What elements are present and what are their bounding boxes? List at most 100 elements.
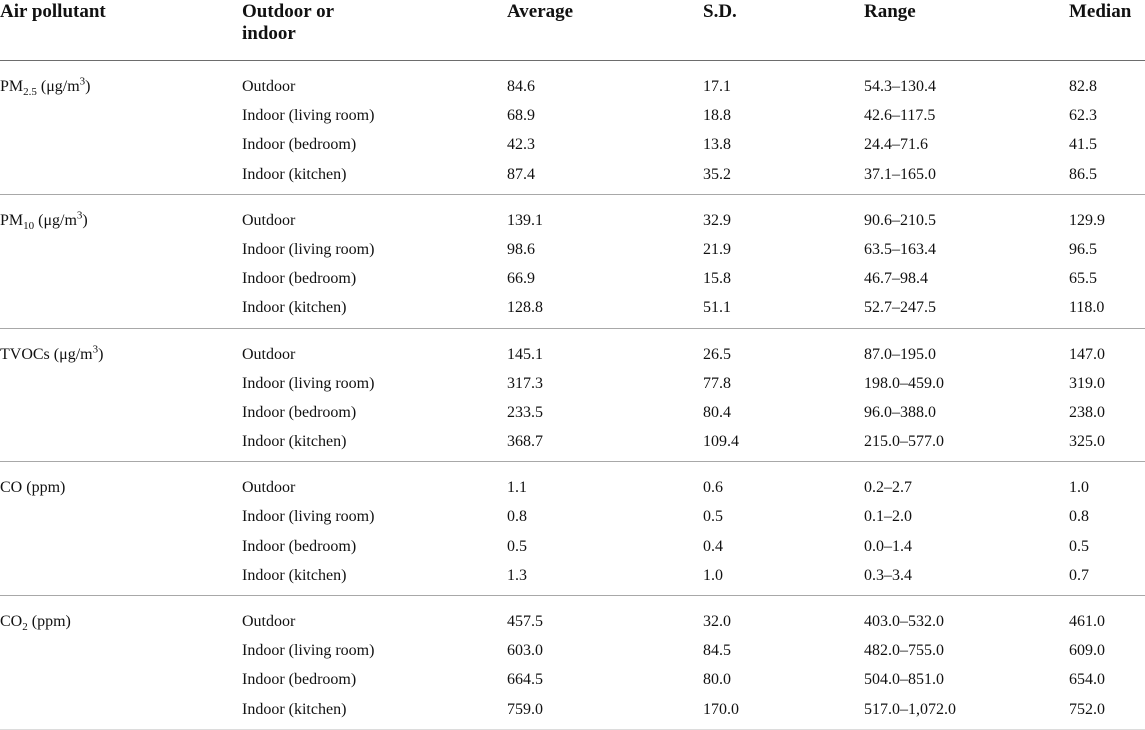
range-cell: 90.6–210.5 — [864, 211, 936, 229]
location-cell: Indoor (living room) — [242, 374, 375, 392]
table-row: Indoor (living room) 317.3 77.8 198.0–459.0… — [0, 370, 1145, 399]
pollutant-group: TVOCs (μg/m3) Outdoor 145.1 26.5 87.0–195.0 1… — [0, 329, 1145, 463]
table-row: Indoor (living room) 603.0 84.5 482.0–755.0… — [0, 637, 1145, 666]
pollutant-unit-close: ) — [82, 211, 88, 229]
median-cell: 82.8 — [1069, 78, 1097, 95]
table-row: Indoor (living room) 0.8 0.5 0.1–2.0 0.8 — [0, 503, 1145, 532]
table-row: Indoor (bedroom) 42.3 13.8 24.4–71.6 41.5 — [0, 131, 1145, 160]
pollutant-unit-close: ) — [98, 345, 104, 363]
table-row: Indoor (bedroom) 664.5 80.0 504.0–851.0 654.… — [0, 666, 1145, 695]
pollutant-base: TVOCs — [0, 345, 50, 363]
table-row: CO (ppm) Outdoor 1.1 0.6 0.2–2.7 1.0 — [0, 474, 1145, 503]
location-cell: Indoor (kitchen) — [242, 165, 347, 183]
median-cell: 62.3 — [1069, 107, 1097, 125]
location-cell: Indoor (living room) — [242, 642, 375, 660]
pollutant-unit-close: ) — [65, 613, 71, 630]
table-row: CO2 (ppm) Outdoor 457.5 32.0 403.0–532.0 461.… — [0, 608, 1145, 637]
average-cell: 759.0 — [507, 700, 543, 718]
pollutant-base: CO — [0, 613, 23, 630]
table-row: PM2.5 (μg/m3) Outdoor 84.6 17.1 54.3–130.4 82… — [0, 73, 1145, 102]
header-outdoor-or-indoor: Outdoor or indoor — [242, 1, 334, 45]
range-cell: 0.0–1.4 — [864, 537, 912, 555]
median-cell: 118.0 — [1069, 299, 1105, 317]
pollutant-superscript: 3 — [92, 343, 99, 356]
range-cell: 37.1–165.0 — [864, 165, 936, 183]
location-cell: Indoor (living room) — [242, 508, 375, 526]
location-cell: Indoor (kitchen) — [242, 433, 347, 451]
median-cell: 752.0 — [1069, 700, 1105, 718]
median-cell: 0.7 — [1069, 566, 1089, 584]
pollutant-unit: (ppm — [27, 613, 66, 630]
pollutant-unit: (ppm — [22, 479, 61, 497]
pollutant-unit-close: ) — [60, 479, 66, 497]
header-average: Average — [507, 1, 574, 22]
table-row: Indoor (living room) 68.9 18.8 42.6–117.5 62… — [0, 102, 1145, 131]
table-row: Indoor (kitchen) 759.0 170.0 517.0–1,072.0 7… — [0, 696, 1145, 725]
header-sd: S.D. — [703, 1, 737, 22]
median-cell: 238.0 — [1069, 403, 1105, 421]
median-cell: 65.5 — [1069, 270, 1097, 288]
pollutant-subscript: 2.5 — [23, 86, 37, 99]
pollutant-name-cell: CO (ppm) — [0, 478, 65, 498]
range-cell: 52.7–247.5 — [864, 299, 936, 317]
median-cell: 319.0 — [1069, 374, 1105, 392]
range-cell: 63.5–163.4 — [864, 240, 936, 258]
sd-cell: 13.8 — [703, 136, 731, 154]
average-cell: 317.3 — [507, 374, 543, 392]
location-cell: Indoor (kitchen) — [242, 700, 347, 718]
average-cell: 603.0 — [507, 642, 543, 660]
sd-cell: 77.8 — [703, 374, 731, 392]
location-cell: Indoor (bedroom) — [242, 537, 357, 555]
median-cell: 41.5 — [1069, 136, 1097, 154]
location-cell: Outdoor — [242, 211, 296, 229]
pollutant-name-cell: CO2 (ppm) — [0, 612, 71, 634]
location-cell: Indoor (kitchen) — [242, 299, 347, 317]
table-row: TVOCs (μg/m3) Outdoor 145.1 26.5 87.0–195.0 1… — [0, 341, 1145, 370]
sd-cell: 84.5 — [703, 642, 731, 660]
average-cell: 66.9 — [507, 270, 535, 288]
median-cell: 96.5 — [1069, 240, 1097, 258]
range-cell: 504.0–851.0 — [864, 671, 944, 689]
range-cell: 42.6–117.5 — [864, 107, 936, 125]
range-cell: 403.0–532.0 — [864, 613, 944, 630]
average-cell: 84.6 — [507, 78, 535, 95]
sd-cell: 18.8 — [703, 107, 731, 125]
median-cell: 654.0 — [1069, 671, 1105, 689]
sd-cell: 1.0 — [703, 566, 723, 584]
location-cell: Indoor (bedroom) — [242, 270, 357, 288]
header-range: Range — [864, 1, 916, 22]
sd-cell: 0.6 — [703, 479, 723, 497]
average-cell: 368.7 — [507, 433, 543, 451]
pollutant-unit: (μg/m — [34, 211, 77, 229]
average-cell: 87.4 — [507, 165, 535, 183]
pollutant-superscript: 3 — [79, 75, 86, 88]
range-cell: 46.7–98.4 — [864, 270, 928, 288]
pollutant-name-cell: TVOCs (μg/m3) — [0, 343, 104, 365]
pollutant-subscript: 10 — [23, 219, 35, 232]
range-cell: 482.0–755.0 — [864, 642, 944, 660]
pollutant-group: PM2.5 (μg/m3) Outdoor 84.6 17.1 54.3–130.4 82… — [0, 61, 1145, 195]
pollutant-subscript: 2 — [22, 621, 28, 634]
range-cell: 54.3–130.4 — [864, 78, 936, 95]
header-location-line2: indoor — [242, 23, 296, 44]
pollutant-base: PM — [0, 78, 24, 95]
sd-cell: 17.1 — [703, 78, 731, 95]
sd-cell: 35.2 — [703, 165, 731, 183]
location-cell: Indoor (bedroom) — [242, 136, 357, 154]
sd-cell: 32.9 — [703, 211, 731, 229]
table-row: Indoor (bedroom) 233.5 80.4 96.0–388.0 238.0 — [0, 399, 1145, 428]
pollutant-base: CO — [0, 479, 23, 497]
median-cell: 325.0 — [1069, 433, 1105, 451]
pollutant-group: PM10 (μg/m3) Outdoor 139.1 32.9 90.6–210.5 12… — [0, 195, 1145, 329]
average-cell: 139.1 — [507, 211, 543, 229]
average-cell: 68.9 — [507, 107, 535, 125]
median-cell: 86.5 — [1069, 165, 1097, 183]
pollutant-unit-close: ) — [85, 78, 91, 95]
table-row: Indoor (living room) 98.6 21.9 63.5–163.4 96… — [0, 236, 1145, 265]
sd-cell: 15.8 — [703, 270, 731, 288]
table-row: Indoor (kitchen) 1.3 1.0 0.3–3.4 0.7 — [0, 562, 1145, 591]
median-cell: 147.0 — [1069, 345, 1105, 363]
pollutant-unit: (μg/m — [49, 345, 93, 363]
pollutant-superscript: 3 — [76, 209, 83, 222]
range-cell: 198.0–459.0 — [864, 374, 944, 392]
